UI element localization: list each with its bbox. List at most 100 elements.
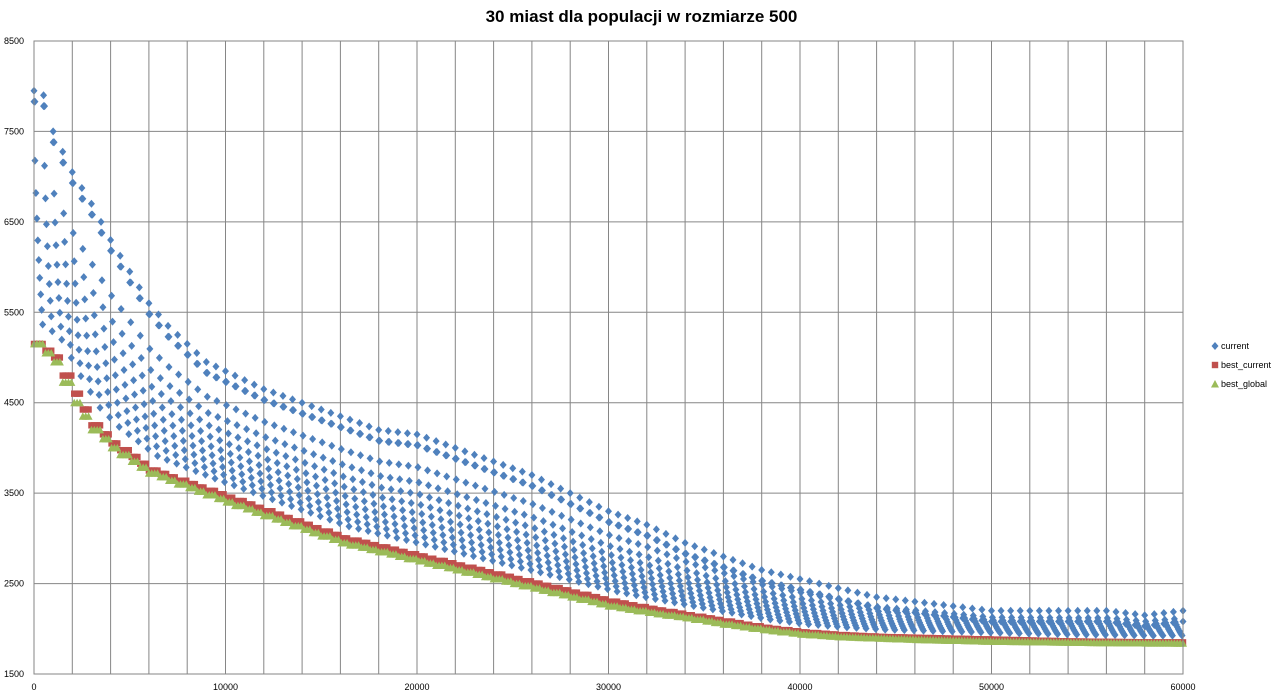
- current-point: [80, 273, 88, 282]
- current-point: [521, 521, 529, 530]
- current-point: [173, 459, 181, 468]
- current-point: [59, 147, 67, 156]
- current-point: [436, 506, 444, 515]
- current-point: [910, 626, 918, 635]
- current-point: [189, 441, 197, 450]
- current-point: [560, 542, 568, 551]
- current-point: [63, 279, 71, 288]
- current-point: [261, 418, 269, 427]
- current-point: [732, 585, 740, 594]
- current-point: [371, 507, 379, 516]
- current-point: [419, 518, 427, 527]
- current-point: [41, 102, 49, 111]
- current-point: [387, 485, 395, 494]
- current-point: [264, 455, 272, 464]
- current-point: [56, 308, 64, 317]
- current-point: [378, 483, 386, 492]
- current-point: [633, 517, 641, 526]
- current-point: [299, 409, 307, 418]
- current-point: [94, 377, 102, 386]
- current-point: [620, 573, 628, 582]
- current-point: [402, 529, 410, 538]
- current-point: [405, 476, 413, 485]
- current-point: [95, 390, 103, 399]
- current-point: [313, 490, 321, 499]
- current-point: [117, 305, 125, 314]
- current-point: [272, 448, 280, 457]
- current-point: [329, 457, 337, 466]
- current-point: [805, 620, 813, 629]
- current-point: [124, 418, 132, 427]
- current-point: [671, 598, 679, 607]
- current-point: [815, 579, 823, 588]
- current-point: [70, 257, 78, 266]
- current-point: [833, 622, 841, 631]
- best-current-point: [211, 487, 219, 495]
- current-point: [852, 623, 860, 632]
- current-point: [642, 593, 650, 602]
- current-point: [740, 575, 748, 584]
- current-point: [75, 345, 83, 354]
- current-point: [853, 588, 861, 597]
- current-point: [699, 603, 707, 612]
- current-point: [491, 487, 499, 496]
- current-point: [359, 488, 367, 497]
- current-point: [431, 542, 439, 551]
- current-point: [438, 523, 446, 532]
- current-point: [236, 453, 244, 462]
- current-point: [609, 565, 617, 574]
- current-point: [614, 510, 622, 519]
- current-point: [504, 533, 512, 542]
- current-point: [572, 560, 580, 569]
- current-point: [758, 566, 766, 575]
- current-point: [96, 403, 104, 412]
- current-point: [414, 441, 422, 450]
- current-point: [238, 470, 246, 479]
- current-point: [316, 512, 324, 521]
- current-point: [46, 296, 54, 305]
- best-global-point: [124, 450, 133, 459]
- current-point: [593, 577, 601, 586]
- current-point: [1063, 630, 1071, 639]
- current-point: [76, 359, 84, 368]
- current-point: [178, 426, 186, 435]
- current-point: [307, 508, 315, 517]
- current-point: [266, 473, 274, 482]
- current-point: [216, 436, 224, 445]
- current-point: [165, 332, 173, 341]
- current-point: [477, 541, 485, 550]
- current-point: [627, 563, 635, 572]
- current-point: [207, 442, 215, 451]
- current-point: [174, 330, 182, 339]
- best-global-point: [142, 463, 151, 471]
- current-point: [50, 138, 58, 147]
- current-point: [312, 472, 320, 481]
- best-current-point: [257, 504, 265, 512]
- current-point: [446, 508, 454, 517]
- current-point: [175, 341, 183, 350]
- current-point: [125, 430, 133, 439]
- current-point: [787, 583, 795, 592]
- current-point: [380, 510, 388, 519]
- current-point: [233, 421, 241, 430]
- current-point: [531, 524, 539, 533]
- current-point: [748, 562, 756, 571]
- current-point: [718, 607, 726, 616]
- current-point: [685, 579, 693, 588]
- current-point: [256, 469, 264, 478]
- y-tick-label: 2500: [4, 579, 24, 589]
- current-point: [158, 403, 166, 412]
- current-point: [242, 386, 250, 395]
- best-current-point: [114, 440, 121, 447]
- current-point: [920, 598, 928, 607]
- current-point: [900, 626, 908, 635]
- current-point: [469, 545, 477, 554]
- current-point: [420, 526, 428, 535]
- current-point: [280, 424, 288, 433]
- current-point: [503, 525, 511, 534]
- current-point: [625, 524, 633, 533]
- current-point: [873, 593, 881, 602]
- current-point: [60, 158, 68, 167]
- current-point: [554, 561, 562, 570]
- current-point: [509, 464, 517, 473]
